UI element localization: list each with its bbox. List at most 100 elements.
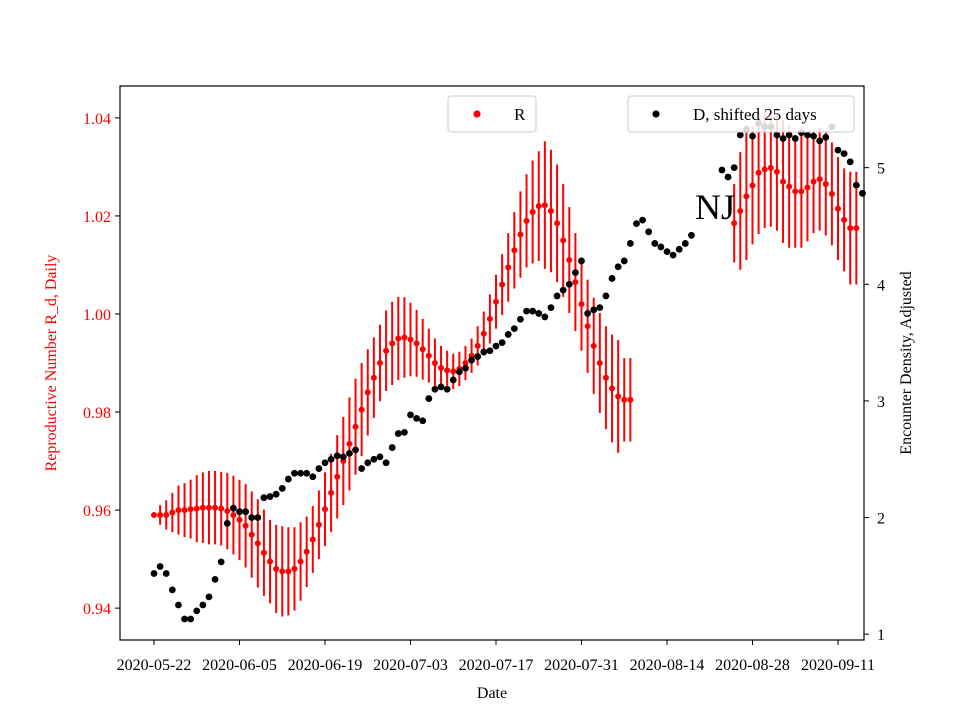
r-point	[767, 164, 774, 171]
r-point	[242, 522, 249, 529]
d-point	[571, 269, 579, 277]
r-point	[212, 504, 219, 511]
r-point	[792, 188, 799, 195]
d-point	[859, 189, 866, 197]
r-point	[187, 506, 194, 513]
d-point	[193, 607, 201, 615]
r-point	[480, 330, 487, 337]
r-point	[425, 352, 432, 359]
left-y-tick-label: 1.02	[83, 209, 111, 226]
d-point	[614, 263, 622, 271]
d-point	[223, 519, 231, 527]
d-point	[565, 280, 573, 288]
r-point	[431, 360, 438, 366]
r-point	[267, 558, 274, 565]
d-point	[645, 228, 653, 236]
d-point	[370, 455, 378, 463]
d-point	[602, 292, 610, 300]
right-y-tick-label: 5	[877, 161, 885, 178]
d-point	[443, 385, 451, 393]
d-point	[846, 158, 854, 166]
d-point	[718, 166, 726, 174]
d-point	[681, 240, 689, 247]
r-point	[505, 264, 512, 271]
nj-annotation: NJ	[695, 187, 735, 227]
d-point	[217, 558, 225, 566]
r-point	[303, 548, 310, 555]
legend-r-marker	[473, 110, 481, 118]
d-point	[321, 459, 329, 467]
d-point	[248, 514, 256, 521]
x-tick-label: 2020-07-03	[373, 657, 448, 674]
r-point	[602, 374, 609, 381]
r-point	[529, 208, 536, 215]
d-point	[181, 615, 188, 623]
d-point	[156, 563, 164, 570]
r-point	[401, 334, 408, 341]
r-point	[486, 315, 493, 322]
d-point	[840, 150, 848, 158]
d-point	[749, 132, 756, 140]
r-point	[560, 237, 567, 244]
r-point	[572, 279, 579, 286]
r-points	[151, 164, 860, 575]
d-point	[639, 216, 646, 224]
r-point	[279, 568, 286, 575]
d-point	[376, 453, 384, 461]
d-point	[413, 415, 421, 422]
d-point	[315, 465, 323, 472]
r-point	[755, 169, 762, 176]
d-point	[462, 364, 469, 372]
r-point	[328, 489, 335, 496]
d-point	[382, 459, 390, 467]
d-point	[437, 383, 445, 391]
r-point	[822, 181, 829, 188]
d-point	[590, 306, 598, 314]
r-point	[352, 423, 359, 430]
right-y-tick-label: 1	[877, 627, 885, 644]
r-point	[151, 511, 157, 518]
d-point	[407, 411, 414, 419]
d-point	[358, 465, 366, 472]
d-point	[419, 417, 427, 425]
legend-r-box	[447, 95, 537, 133]
r-point	[547, 208, 554, 215]
x-tick-label: 2020-07-31	[544, 657, 619, 674]
r-point	[370, 374, 377, 381]
r-point	[804, 184, 811, 191]
r-point	[199, 504, 206, 511]
r-point	[541, 202, 548, 209]
r-point	[334, 473, 341, 480]
r-point	[193, 505, 200, 512]
x-axis-label: Date	[477, 685, 507, 702]
legend-r: R	[447, 95, 537, 133]
d-point	[187, 615, 195, 623]
d-point	[297, 469, 304, 477]
left-y-tick-label: 1.00	[83, 307, 111, 324]
r-point	[389, 340, 396, 347]
d-point	[730, 164, 738, 172]
d-point	[394, 430, 402, 437]
r-point	[743, 193, 750, 200]
r-point	[841, 216, 848, 223]
r-point	[835, 205, 841, 212]
d-point	[309, 473, 317, 481]
r-point	[218, 505, 225, 512]
d-point	[791, 135, 799, 142]
right-y-tick-label: 2	[877, 511, 885, 528]
left-y-tick-label: 0.94	[83, 601, 111, 618]
d-point	[498, 339, 506, 346]
r-point	[309, 536, 316, 543]
r-point	[609, 385, 616, 392]
d-point	[559, 286, 567, 294]
d-point	[620, 257, 628, 265]
d-point	[663, 248, 671, 256]
d-point	[388, 444, 396, 451]
r-point	[260, 549, 267, 556]
d-point	[852, 181, 860, 189]
r-point	[181, 507, 188, 514]
d-point	[272, 490, 280, 498]
r-point	[566, 257, 573, 264]
r-point	[810, 178, 817, 185]
